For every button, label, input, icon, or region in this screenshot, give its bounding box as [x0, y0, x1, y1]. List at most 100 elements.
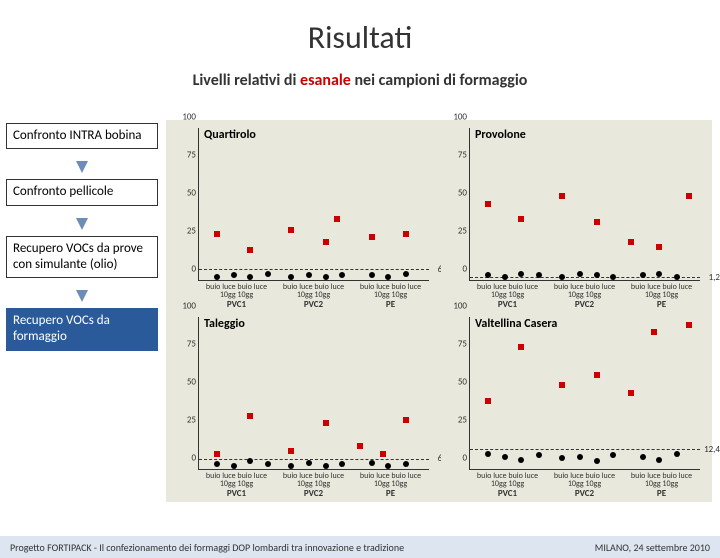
circle-marker — [559, 274, 565, 280]
panel-title: Taleggio — [204, 317, 245, 331]
circle-marker — [323, 463, 329, 469]
square-marker — [628, 390, 634, 396]
y-tick: 50 — [458, 188, 470, 199]
chart-panel-2: 02550751006,1Taleggio buio luce buio luce… — [170, 313, 437, 498]
x-group: buio luce buio luce10gg 10ggPE — [352, 283, 429, 309]
circle-marker — [485, 272, 491, 278]
page-title: Risultati — [0, 18, 720, 57]
square-marker — [651, 329, 657, 335]
y-tick: 0 — [462, 453, 470, 464]
y-tick: 100 — [182, 301, 199, 312]
square-marker — [214, 231, 220, 237]
arrow-down-icon — [76, 218, 88, 230]
square-marker — [323, 420, 329, 426]
circle-marker — [674, 451, 680, 457]
circle-marker — [640, 272, 646, 278]
square-marker — [380, 451, 386, 457]
sidebar-arrow — [6, 155, 158, 179]
page-subtitle: Livelli relativi di esanale nei campioni… — [0, 71, 720, 90]
chart-grid: 02550751006,5Quartirolo buio luce buio lu… — [166, 120, 712, 502]
circle-marker — [656, 457, 662, 463]
y-tick: 25 — [187, 415, 199, 426]
plot-area: 02550751006,1 — [198, 317, 429, 470]
chart-panel-1: 02550751001,2Provolonebuio luce buio luc… — [441, 124, 708, 309]
y-tick: 25 — [187, 226, 199, 237]
circle-marker — [265, 271, 271, 277]
square-marker — [518, 216, 524, 222]
y-tick: 75 — [458, 339, 470, 350]
square-marker — [485, 201, 491, 207]
arrow-down-icon — [76, 290, 88, 302]
circle-marker — [518, 271, 524, 277]
circle-marker — [339, 461, 345, 467]
footer-left: Progetto FORTIPACK - Il confezionamento … — [10, 541, 404, 554]
panel-title: Provolone — [475, 128, 526, 142]
y-tick: 0 — [462, 264, 470, 275]
x-axis-labels: buio luce buio luce10gg 10ggPVC1buio luc… — [198, 283, 429, 309]
square-marker — [559, 382, 565, 388]
plot-area: 02550751006,5 — [198, 128, 429, 281]
square-marker — [518, 344, 524, 350]
circle-marker — [231, 272, 237, 278]
x-group: buio luce buio luce10gg 10ggPVC2 — [275, 472, 352, 498]
circle-marker — [306, 460, 312, 466]
circle-marker — [610, 452, 616, 458]
x-group: buio luce buio luce10gg 10ggPVC2 — [546, 283, 623, 309]
square-marker — [214, 451, 220, 457]
x-group: buio luce buio luce10gg 10ggPVC2 — [275, 283, 352, 309]
sidebar-item-1: Confronto pellicole — [6, 179, 158, 205]
square-marker — [686, 193, 692, 199]
y-tick: 50 — [187, 188, 199, 199]
dashed-ref-line — [199, 459, 429, 460]
circle-marker — [502, 274, 508, 280]
dashed-ref-line — [199, 269, 429, 270]
arrow-down-icon — [76, 161, 88, 173]
y-tick: 50 — [187, 377, 199, 388]
dashed-ref-label: 1,2 — [709, 272, 720, 283]
y-tick: 50 — [458, 377, 470, 388]
sidebar-arrow — [6, 212, 158, 236]
circle-marker — [288, 274, 294, 280]
circle-marker — [247, 458, 253, 464]
x-group: buio luce buio luce10gg 10ggPE — [352, 472, 429, 498]
x-group: buio luce buio luce10gg 10ggPVC2 — [546, 472, 623, 498]
panel-title: Quartirolo — [204, 128, 256, 142]
circle-marker — [385, 463, 391, 469]
square-marker — [656, 244, 662, 250]
square-marker — [403, 231, 409, 237]
circle-marker — [323, 274, 329, 280]
y-tick: 75 — [187, 150, 199, 161]
x-axis-labels: buio luce buio luce10gg 10ggPVC1buio luc… — [469, 472, 700, 498]
circle-marker — [214, 461, 220, 467]
chart-panel-0: 02550751006,5Quartirolo buio luce buio lu… — [170, 124, 437, 309]
x-group: buio luce buio luce10gg 10ggPVC1 — [198, 283, 275, 309]
circle-marker — [485, 451, 491, 457]
circle-marker — [214, 274, 220, 280]
footer: Progetto FORTIPACK - Il confezionamento … — [0, 536, 720, 558]
square-marker — [594, 219, 600, 225]
x-group: buio luce buio luce10gg 10ggPVC1 — [198, 472, 275, 498]
square-marker — [288, 227, 294, 233]
square-marker — [628, 239, 634, 245]
sidebar: Confronto INTRA bobina Confronto pellicol… — [6, 123, 158, 357]
circle-marker — [231, 463, 237, 469]
circle-marker — [577, 271, 583, 277]
square-marker — [485, 398, 491, 404]
sidebar-item-0: Confronto INTRA bobina — [6, 123, 158, 149]
circle-marker — [339, 272, 345, 278]
y-tick: 0 — [191, 264, 199, 275]
circle-marker — [594, 458, 600, 464]
y-tick: 25 — [458, 415, 470, 426]
x-group: buio luce buio luce10gg 10ggPVC1 — [469, 472, 546, 498]
chart-panel-3: 025507510012,4Valtellina Caserabuio luce… — [441, 313, 708, 498]
circle-marker — [674, 274, 680, 280]
y-tick: 100 — [182, 112, 199, 123]
circle-marker — [385, 274, 391, 280]
square-marker — [559, 193, 565, 199]
y-tick: 100 — [453, 301, 470, 312]
circle-marker — [536, 272, 542, 278]
sidebar-item-3: Recupero VOCs da formaggio — [6, 308, 158, 351]
y-tick: 75 — [458, 150, 470, 161]
circle-marker — [247, 274, 253, 280]
circle-marker — [594, 272, 600, 278]
